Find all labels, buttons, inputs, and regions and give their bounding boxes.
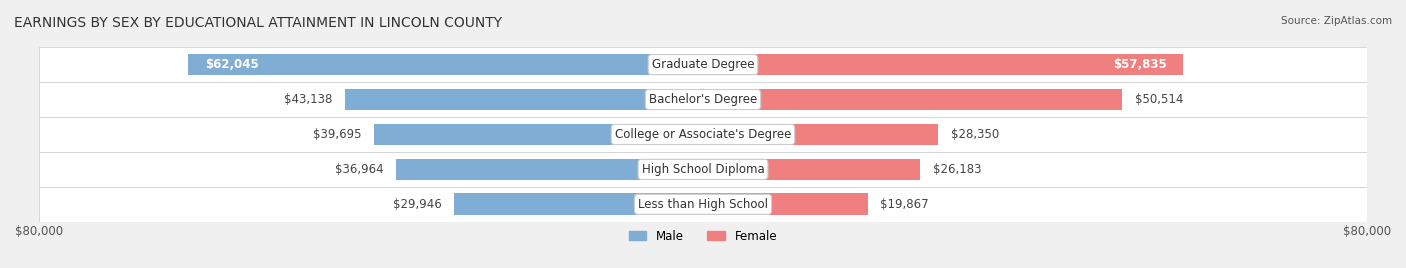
Bar (39, 82, 1367, 117)
Text: Bachelor's Degree: Bachelor's Degree (650, 93, 756, 106)
Bar (703, 193, 868, 215)
Bar (703, 89, 1122, 110)
Text: Less than High School: Less than High School (638, 198, 768, 211)
Text: Source: ZipAtlas.com: Source: ZipAtlas.com (1281, 16, 1392, 26)
Bar (396, 159, 703, 180)
Text: College or Associate's Degree: College or Associate's Degree (614, 128, 792, 141)
Text: $19,867: $19,867 (880, 198, 929, 211)
Text: EARNINGS BY SEX BY EDUCATIONAL ATTAINMENT IN LINCOLN COUNTY: EARNINGS BY SEX BY EDUCATIONAL ATTAINMEN… (14, 16, 502, 30)
Text: $57,835: $57,835 (1112, 58, 1167, 71)
Text: $39,695: $39,695 (312, 128, 361, 141)
Text: $62,045: $62,045 (205, 58, 259, 71)
Text: $26,183: $26,183 (932, 163, 981, 176)
Text: $43,138: $43,138 (284, 93, 333, 106)
Bar (374, 124, 703, 145)
Bar (703, 124, 938, 145)
Text: $29,946: $29,946 (394, 198, 441, 211)
Text: Graduate Degree: Graduate Degree (652, 58, 754, 71)
Bar (188, 54, 703, 76)
Legend: Male, Female: Male, Female (624, 225, 782, 247)
Bar (344, 89, 703, 110)
Text: $36,964: $36,964 (335, 163, 384, 176)
Bar (39, 47, 1367, 82)
Bar (39, 117, 1367, 152)
Bar (703, 159, 921, 180)
Bar (454, 193, 703, 215)
Text: $50,514: $50,514 (1135, 93, 1182, 106)
Bar (39, 152, 1367, 187)
Text: $28,350: $28,350 (950, 128, 1000, 141)
Bar (39, 187, 1367, 222)
Bar (703, 54, 1182, 76)
Text: High School Diploma: High School Diploma (641, 163, 765, 176)
